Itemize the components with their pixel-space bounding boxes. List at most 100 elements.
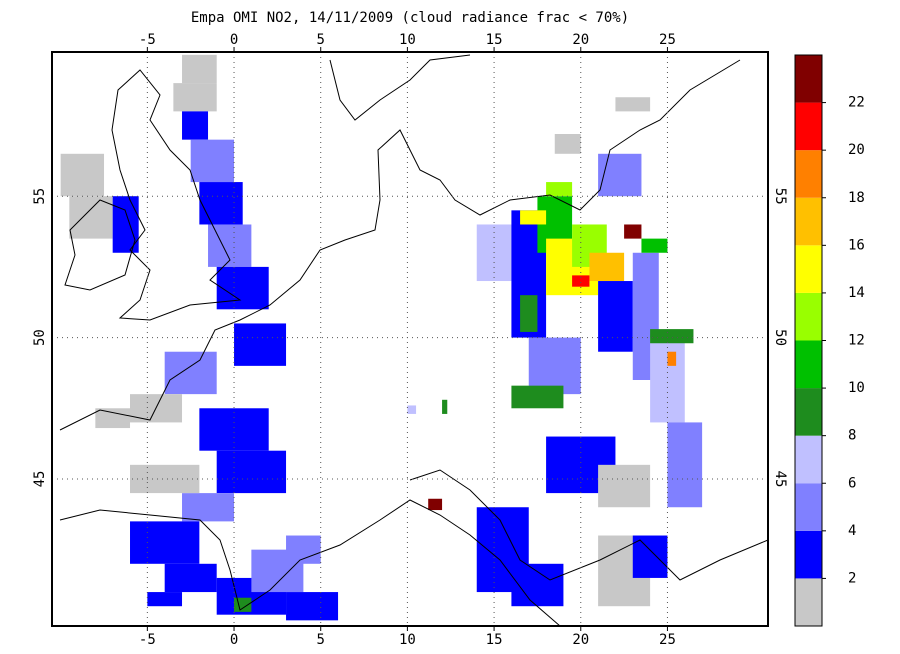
swath-cell [598, 464, 651, 508]
swath-cell [528, 337, 581, 395]
colorbar-band [795, 292, 822, 341]
swath-cell [130, 521, 200, 564]
swath-cell [286, 592, 339, 621]
swath-cell [650, 337, 685, 423]
swath-cell [650, 329, 694, 344]
x-tick-label: 20 [572, 32, 589, 48]
colorbar-label: 20 [848, 142, 865, 158]
x-tick-label: 25 [659, 632, 676, 648]
swath-cell [147, 592, 183, 607]
swath-cell [546, 182, 573, 197]
swath-cell [164, 351, 217, 395]
swath-cell [632, 535, 668, 578]
swath-cell [407, 405, 417, 414]
x-tick-label: -5 [139, 632, 156, 648]
colorbar-band [795, 150, 822, 198]
swath-cell [182, 111, 209, 140]
colorbar-band [795, 530, 822, 579]
x-tick-label: 15 [486, 632, 503, 648]
swath-cell [442, 399, 448, 414]
x-tick-label: 10 [399, 32, 416, 48]
x-tick-label: 25 [659, 32, 676, 48]
swath-cell [199, 408, 269, 451]
coastline [409, 469, 769, 581]
swath-cell [190, 139, 235, 183]
swath-cell [598, 281, 633, 352]
swath-cell [667, 422, 703, 508]
x-tick-label: 5 [316, 632, 324, 648]
swath-cell [589, 252, 625, 282]
coastline [59, 59, 741, 431]
colorbar-band [795, 102, 822, 151]
swath-cell [130, 464, 200, 494]
colorbar-band [795, 55, 822, 103]
swath-cell [428, 498, 443, 511]
colorbar-band [795, 483, 822, 531]
colorbar-label: 18 [848, 190, 865, 206]
colorbar-label: 2 [848, 570, 856, 586]
coastline [64, 199, 136, 291]
swath-cell [182, 493, 235, 522]
x-tick-label: 20 [572, 632, 589, 648]
swath-cell [624, 224, 642, 239]
x-tick-label: 0 [230, 32, 238, 48]
colorbar-label: 16 [848, 237, 865, 253]
swath-cell [572, 275, 590, 287]
swath-cell [216, 450, 287, 494]
coastline [111, 69, 242, 321]
swath-cell [173, 83, 217, 112]
swath-cell [520, 295, 538, 332]
colorbar-label: 12 [848, 333, 865, 349]
colorbar-label: 8 [848, 428, 856, 444]
swath-cell [286, 535, 321, 564]
colorbar-label: 14 [848, 285, 865, 301]
colorbar-band [795, 578, 822, 626]
y-tick-label: 55 [32, 188, 48, 205]
swaths [60, 54, 703, 621]
swath-cell [95, 408, 131, 429]
swath-cell [598, 153, 642, 197]
swath-cell [234, 597, 252, 612]
swath-cell [511, 563, 564, 607]
x-tick-label: 0 [230, 632, 238, 648]
y-tick-label: 55 [772, 188, 788, 205]
y-tick-label: 45 [32, 471, 48, 488]
colorbar-band [795, 388, 822, 436]
colorbar-label: 4 [848, 523, 856, 539]
x-tick-label: 10 [399, 632, 416, 648]
colorbar-band [795, 197, 822, 246]
coastline [59, 499, 561, 627]
swath-cell [520, 210, 547, 225]
swath-cell [234, 323, 287, 366]
y-tick-label: 50 [772, 329, 788, 346]
swath-cell [216, 266, 269, 310]
colorbar-band [795, 245, 822, 293]
swath-cell [60, 153, 105, 197]
colorbar-label: 10 [848, 380, 865, 396]
swath-cell [199, 182, 243, 225]
y-tick-label: 45 [772, 471, 788, 488]
colorbar-label: 6 [848, 475, 856, 491]
colorbar-label: 22 [848, 95, 865, 111]
colorbar-band [795, 340, 822, 389]
swath-cell [615, 97, 651, 112]
swath-cell [164, 563, 217, 593]
swath-cell [511, 385, 564, 409]
swath-cell [667, 351, 677, 366]
x-tick-label: 15 [486, 32, 503, 48]
colorbar: 2 4 6 8 10 12 14 16 18 20 22 [794, 54, 865, 627]
frame [51, 51, 769, 627]
x-tick-label: 5 [316, 32, 324, 48]
x-tick-label: -5 [139, 32, 156, 48]
swath-cell [182, 54, 217, 84]
coastline [329, 54, 471, 121]
swath-cell [554, 134, 581, 154]
swath-cell [69, 196, 113, 239]
title: Empa OMI NO2, 14/11/2009 (cloud radiance… [191, 10, 629, 26]
y-tick-label: 50 [32, 329, 48, 346]
swath-cell [641, 238, 668, 253]
coastlines [59, 54, 769, 627]
colorbar-band [795, 435, 822, 484]
